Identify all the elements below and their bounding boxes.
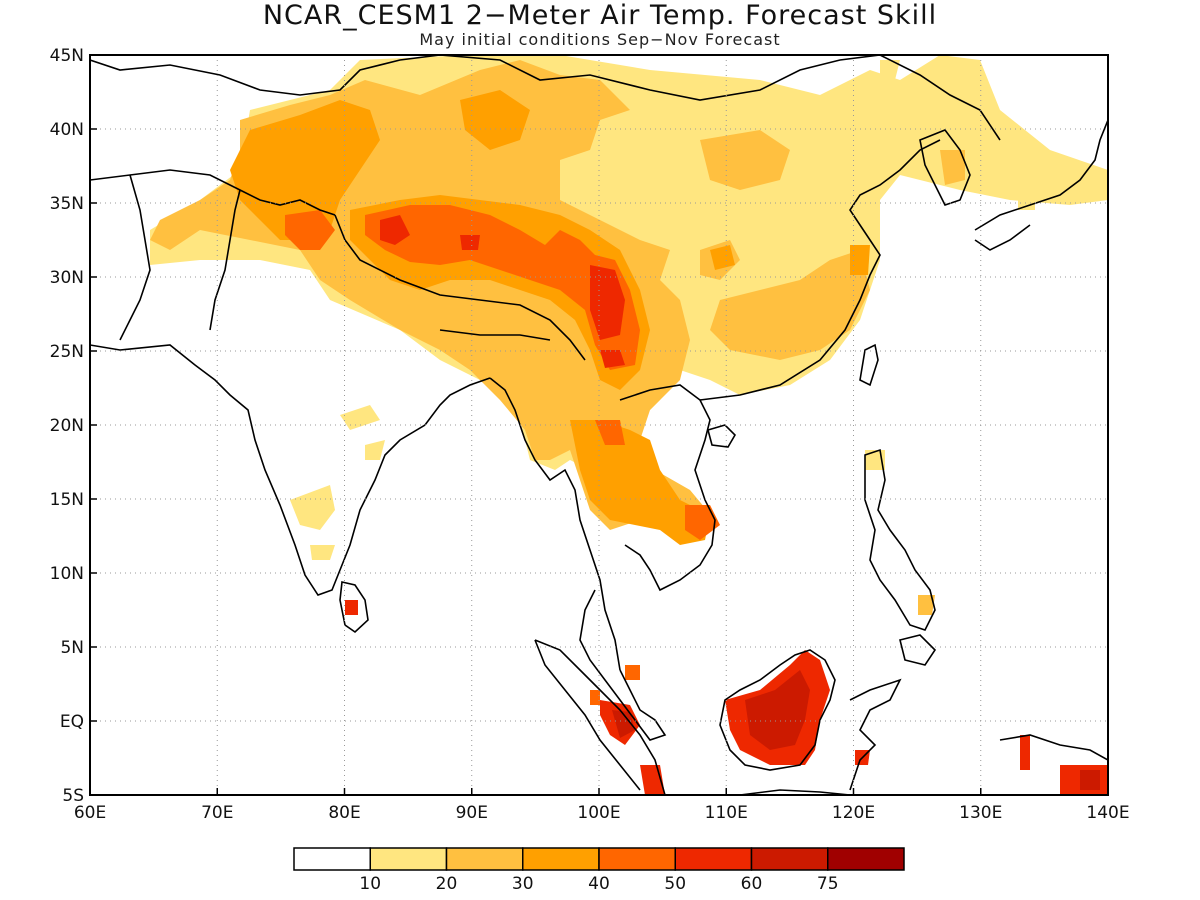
colorbar-swatch — [598, 847, 676, 871]
lon-tick-label: 60E — [74, 803, 106, 823]
tick-marks — [89, 54, 1109, 796]
lon-tick-label: 120E — [832, 803, 875, 823]
longitude-labels: 60E 70E 80E 90E 100E 110E 120E 130E 140E — [74, 803, 1130, 823]
lat-tick-label: 10N — [50, 564, 84, 584]
lat-tick-label: 20N — [50, 416, 84, 436]
skill-level-60-75 — [612, 670, 1100, 790]
colorbar-swatch — [445, 847, 524, 871]
colorbar-label: 50 — [664, 874, 686, 894]
gridlines — [90, 55, 1108, 795]
lat-tick-label: 40N — [50, 120, 84, 140]
latitude-labels: 5S EQ 5N 10N 15N 20N 25N 30N 35N 40N 45N — [50, 46, 84, 806]
chart-subtitle: May initial conditions Sep−Nov Forecast — [419, 30, 781, 49]
colorbar-label: 40 — [588, 874, 610, 894]
lat-tick-label: 45N — [50, 46, 84, 66]
colorbar — [293, 847, 905, 871]
lat-tick-label: EQ — [60, 712, 84, 732]
lat-tick-label: 5N — [60, 638, 84, 658]
lon-tick-label: 90E — [456, 803, 488, 823]
colorbar-swatch — [369, 847, 448, 871]
skill-level-40-50 — [285, 205, 720, 705]
lat-tick-label: 30N — [50, 268, 84, 288]
colorbar-label: 60 — [741, 874, 763, 894]
lat-tick-label: 15N — [50, 490, 84, 510]
colorbar-swatch — [522, 847, 600, 871]
colorbar-label: 30 — [512, 874, 534, 894]
lon-tick-label: 110E — [705, 803, 748, 823]
lon-tick-label: 100E — [577, 803, 620, 823]
lat-tick-label: 35N — [50, 194, 84, 214]
colorbar-swatch — [827, 847, 905, 871]
chart-title: NCAR_CESM1 2−Meter Air Temp. Forecast Sk… — [262, 0, 938, 31]
colorbar-label: 75 — [817, 874, 839, 894]
colorbar-swatch — [674, 847, 753, 871]
colorbar-swatch — [750, 847, 829, 871]
colorbar-swatch — [293, 847, 371, 871]
skill-field — [150, 55, 1108, 795]
colorbar-label: 20 — [436, 874, 458, 894]
coastlines — [90, 55, 1108, 795]
lat-tick-label: 25N — [50, 342, 84, 362]
colorbar-labels: 10 20 30 40 50 60 75 — [359, 874, 838, 894]
lon-tick-label: 130E — [959, 803, 1002, 823]
lon-tick-label: 80E — [328, 803, 360, 823]
lat-tick-label: 5S — [62, 786, 84, 806]
lon-tick-label: 140E — [1086, 803, 1129, 823]
colorbar-label: 10 — [359, 874, 381, 894]
lon-tick-label: 70E — [201, 803, 233, 823]
